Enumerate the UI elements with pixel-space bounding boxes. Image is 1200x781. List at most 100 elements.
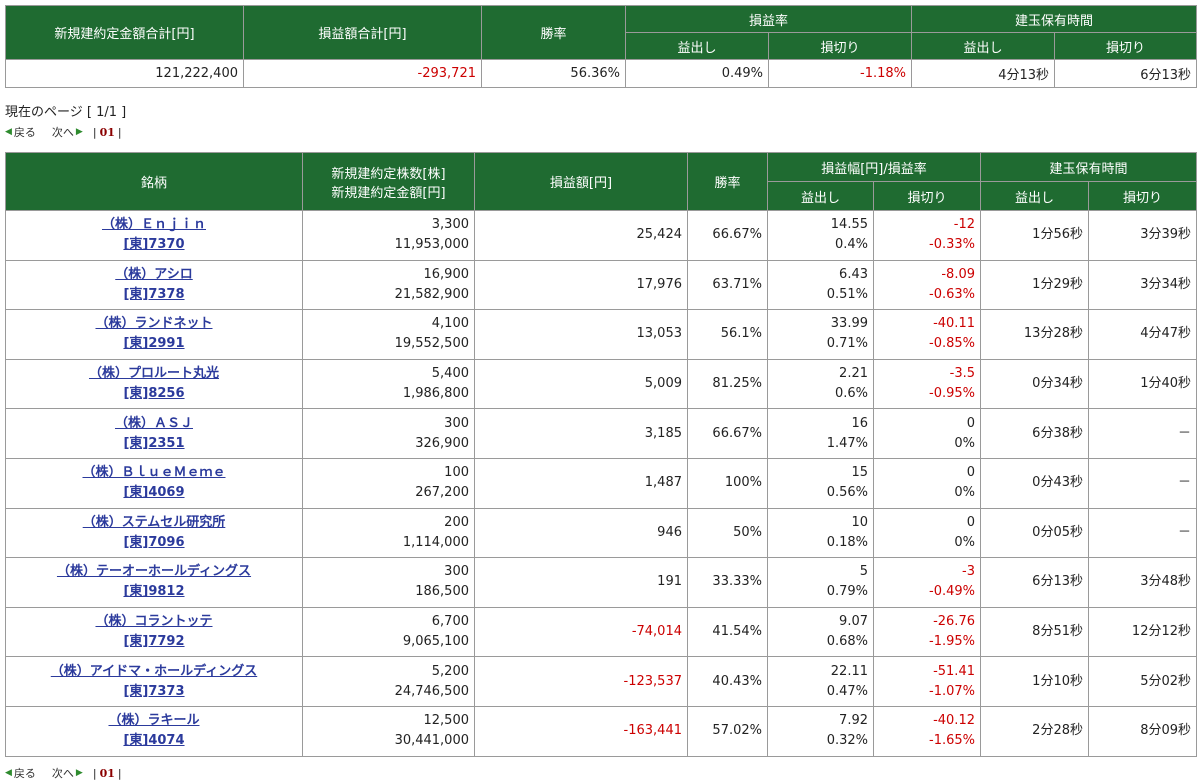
pager-next-link[interactable]: 次へ <box>51 767 74 780</box>
header-detail-win-rate: 勝率 <box>687 152 768 211</box>
pager-prev-link[interactable]: 戻る <box>13 126 36 139</box>
shares-amount-cell: 16,900 21,582,900 <box>302 259 475 311</box>
win-rate-value: 100% <box>687 457 768 509</box>
stock-code-link[interactable]: [東]7373 <box>123 683 185 699</box>
holding-profit-value: 6分13秒 <box>980 557 1089 608</box>
loss-pct-value: -0.33% <box>929 237 975 253</box>
pager-top: ◀ 戻る 次へ ▶ | 01 | <box>5 124 122 140</box>
pager-next-link[interactable]: 次へ <box>51 126 74 139</box>
header-pnl-rate-profit: 益出し <box>625 32 769 60</box>
stock-name-link[interactable]: （株）プロルート丸光 <box>88 366 219 382</box>
profit-yen-value: 2.21 <box>839 366 868 382</box>
stock-name-link[interactable]: （株）Ｅｎｊｉｎ <box>101 217 206 233</box>
header-range: 損益幅[円]/損益率 <box>767 152 981 182</box>
header-shares: 新規建約定株数[株] <box>331 166 446 182</box>
stock-code-link[interactable]: [東]7792 <box>123 634 185 650</box>
stock-name-link[interactable]: （株）ランドネット <box>95 316 213 332</box>
range-loss-cell: -40.11 -0.85% <box>873 309 981 360</box>
profit-yen-value: 22.11 <box>830 663 868 679</box>
stock-name-link[interactable]: （株）ラキール <box>108 713 200 729</box>
pager-prev-link[interactable]: 戻る <box>13 767 36 780</box>
loss-yen-value: -40.11 <box>933 316 975 332</box>
stock-name-link[interactable]: （株）ステムセル研究所 <box>82 514 226 530</box>
loss-yen-value: -51.41 <box>933 663 975 679</box>
amount-value: 186,500 <box>415 584 469 600</box>
summary-new-amount-total: 121,222,400 <box>5 59 244 88</box>
detail-table: 銘柄 新規建約定株数[株] 新規建約定金額[円] 損益額[円] 勝率 損益幅[円… <box>5 152 1198 757</box>
header-holding-profit: 益出し <box>911 32 1056 60</box>
shares-amount-cell: 5,200 24,746,500 <box>302 656 475 707</box>
stock-name-link[interactable]: （株）アイドマ・ホールディングス <box>50 663 258 679</box>
stock-code-link[interactable]: [東]4074 <box>123 733 185 749</box>
range-profit-cell: 16 1.47% <box>767 408 874 459</box>
pager-separator-end: | <box>117 766 122 780</box>
loss-pct-value: -1.95% <box>929 634 975 650</box>
holding-loss-value: 3分39秒 <box>1087 210 1198 261</box>
shares-amount-cell: 300 326,900 <box>302 408 475 459</box>
triangle-right-icon: ▶ <box>75 768 83 778</box>
profit-pct-value: 0.56% <box>826 485 868 501</box>
stock-code-link[interactable]: [東]8256 <box>123 386 185 402</box>
pager-separator-end: | <box>117 125 122 139</box>
holding-profit-value: 0分34秒 <box>980 358 1089 410</box>
profit-pct-value: 0.51% <box>826 286 868 302</box>
header-pnl-rate-loss: 損切り <box>767 32 913 60</box>
stock-code-link[interactable]: [東]4069 <box>123 485 185 501</box>
holding-loss-value: － <box>1087 408 1198 459</box>
range-profit-cell: 2.21 0.6% <box>767 358 874 410</box>
holding-profit-value: 6分38秒 <box>980 408 1089 459</box>
loss-pct-value: -0.95% <box>929 386 975 402</box>
stock-code-link[interactable]: [東]9812 <box>123 584 185 600</box>
stock-cell: （株）コラントッテ [東]7792 <box>5 606 303 658</box>
pnl-value: 3,185 <box>474 408 688 459</box>
range-loss-cell: -3.5 -0.95% <box>873 358 981 410</box>
pager-page-01[interactable]: 01 <box>99 766 115 780</box>
loss-pct-value: 0% <box>954 435 975 451</box>
holding-loss-value: 4分47秒 <box>1087 309 1198 360</box>
profit-pct-value: 0.6% <box>834 386 868 402</box>
stock-code-link[interactable]: [東]7096 <box>123 534 185 550</box>
pager-page-01[interactable]: 01 <box>99 125 115 139</box>
table-row: （株）アイドマ・ホールディングス [東]7373 5,200 24,746,500 -1… <box>5 656 1198 707</box>
stock-code-link[interactable]: [東]7378 <box>123 286 185 302</box>
stock-name-link[interactable]: （株）ＡＳＪ <box>114 415 193 431</box>
amount-value: 267,200 <box>415 485 469 501</box>
profit-yen-value: 16 <box>851 415 868 431</box>
win-rate-value: 63.71% <box>687 259 768 311</box>
profit-yen-value: 14.55 <box>830 217 868 233</box>
stock-name-link[interactable]: （株）アシロ <box>115 266 193 282</box>
shares-amount-cell: 4,100 19,552,500 <box>302 309 475 360</box>
header-amount: 新規建約定金額[円] <box>331 185 446 201</box>
profit-pct-value: 0.79% <box>826 584 868 600</box>
loss-yen-value: -26.76 <box>933 614 975 630</box>
holding-profit-value: 8分51秒 <box>980 606 1089 658</box>
stock-name-link[interactable]: （株）テーオーホールディングス <box>56 564 252 580</box>
amount-value: 9,065,100 <box>402 634 469 650</box>
shares-amount-cell: 12,500 30,441,000 <box>302 705 475 757</box>
pnl-value: 13,053 <box>474 309 688 360</box>
summary-holding-loss: 6分13秒 <box>1054 59 1198 88</box>
triangle-left-icon: ◀ <box>5 127 12 137</box>
pnl-value: 5,009 <box>474 358 688 410</box>
header-win-rate: 勝率 <box>481 5 626 60</box>
stock-code-link[interactable]: [東]7370 <box>123 237 185 253</box>
page-info: 現在のページ [ 1/1 ] <box>5 105 127 120</box>
win-rate-value: 66.67% <box>687 408 768 459</box>
stock-code-link[interactable]: [東]2991 <box>123 336 185 352</box>
loss-yen-value: 0 <box>966 415 975 431</box>
range-profit-cell: 22.11 0.47% <box>767 656 874 707</box>
loss-pct-value: 0% <box>954 485 975 501</box>
win-rate-value: 33.33% <box>687 557 768 608</box>
stock-name-link[interactable]: （株）コラントッテ <box>95 614 213 630</box>
stock-code-link[interactable]: [東]2351 <box>123 435 185 451</box>
stock-name-link[interactable]: （株）ＢｌｕｅＭｅｍｅ <box>82 465 226 481</box>
holding-profit-value: 1分10秒 <box>980 656 1089 707</box>
header-detail-holding: 建玉保有時間 <box>979 152 1198 182</box>
summary-pnl-rate-profit: 0.49% <box>625 59 769 88</box>
stock-cell: （株）プロルート丸光 [東]8256 <box>5 358 303 410</box>
range-profit-cell: 15 0.56% <box>767 457 874 509</box>
win-rate-value: 50% <box>687 507 768 559</box>
header-pnl-total: 損益額合計[円] <box>243 5 482 60</box>
profit-yen-value: 6.43 <box>839 266 868 282</box>
holding-profit-value: 0分05秒 <box>980 507 1089 559</box>
